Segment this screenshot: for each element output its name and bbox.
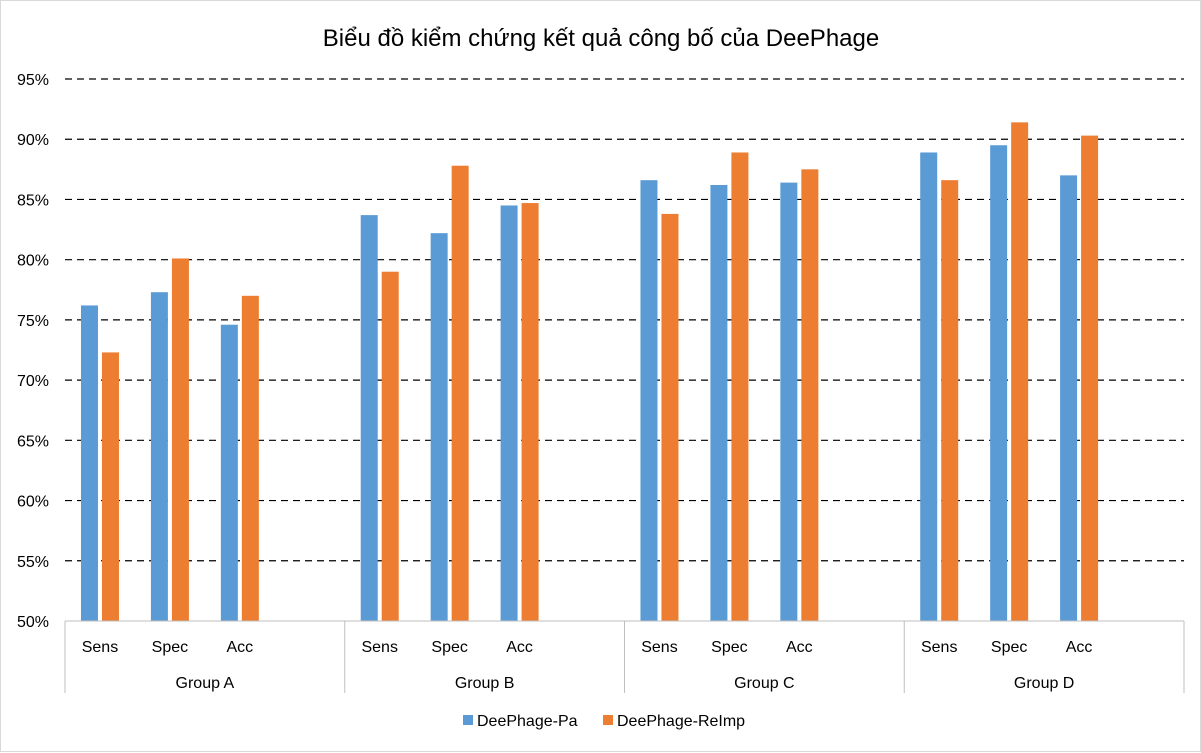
x-group-label: Group C bbox=[734, 675, 794, 692]
y-tick-label: 70% bbox=[17, 373, 49, 390]
legend-label: DeePhage-ReImp bbox=[617, 713, 745, 730]
y-tick-label: 50% bbox=[17, 614, 49, 631]
y-tick-label: 55% bbox=[17, 554, 49, 571]
bar-deephage-pa-group-d-spec bbox=[990, 145, 1008, 621]
y-tick-label: 75% bbox=[17, 313, 49, 330]
bar-deephage-reimp-group-c-sens bbox=[661, 213, 679, 622]
x-category-label: Acc bbox=[1066, 639, 1093, 656]
bar-deephage-reimp-group-b-sens bbox=[381, 271, 399, 621]
x-category-label: Acc bbox=[506, 639, 533, 656]
x-category-label: Spec bbox=[991, 639, 1027, 656]
x-category-label: Acc bbox=[227, 639, 254, 656]
bar-deephage-pa-group-a-acc bbox=[220, 324, 238, 621]
chart-title: Biểu đồ kiểm chứng kết quả công bố của D… bbox=[323, 25, 879, 52]
y-axis-ticks: 50% 55% 60% 65% 70% 75% 80% 85% 90% 95% bbox=[17, 72, 49, 631]
x-category-label: Acc bbox=[786, 639, 813, 656]
bar-deephage-reimp-group-c-acc bbox=[801, 169, 819, 622]
bar-deephage-reimp-group-a-acc bbox=[241, 295, 259, 621]
legend-label: DeePhage-Pa bbox=[477, 713, 578, 730]
bars bbox=[80, 122, 1099, 622]
y-tick-label: 80% bbox=[17, 253, 49, 270]
legend-swatch bbox=[463, 715, 473, 725]
legend-swatch bbox=[603, 715, 613, 725]
x-category-label: Sens bbox=[641, 639, 677, 656]
bar-deephage-pa-group-a-sens bbox=[80, 305, 98, 621]
bar-deephage-pa-group-d-sens bbox=[920, 152, 938, 621]
bar-deephage-reimp-group-b-acc bbox=[521, 203, 539, 621]
bar-deephage-reimp-group-a-sens bbox=[101, 352, 119, 621]
bar-deephage-reimp-group-b-spec bbox=[451, 165, 469, 621]
y-tick-label: 90% bbox=[17, 132, 49, 149]
x-axis: Sens Spec Acc Group A Sens Spec Acc Group B Sens… bbox=[64, 620, 1185, 693]
bar-deephage-pa-group-a-spec bbox=[150, 292, 168, 621]
bar-deephage-pa-group-c-sens bbox=[640, 180, 658, 621]
y-tick-label: 65% bbox=[17, 433, 49, 450]
legend: DeePhage-Pa DeePhage-ReImp bbox=[463, 713, 745, 730]
x-category-label: Spec bbox=[152, 639, 188, 656]
y-tick-label: 95% bbox=[17, 72, 49, 89]
y-tick-label: 60% bbox=[17, 494, 49, 511]
bar-deephage-reimp-group-a-spec bbox=[171, 258, 189, 621]
bar-deephage-pa-group-b-sens bbox=[360, 215, 378, 621]
x-category-label: Sens bbox=[82, 639, 118, 656]
x-group-label: Group A bbox=[176, 675, 235, 692]
bar-deephage-reimp-group-c-spec bbox=[731, 152, 749, 621]
bar-deephage-pa-group-c-acc bbox=[780, 182, 798, 622]
y-tick-label: 85% bbox=[17, 192, 49, 209]
bar-deephage-reimp-group-d-spec bbox=[1011, 122, 1029, 622]
x-group-label: Group D bbox=[1014, 675, 1074, 692]
x-category-label: Spec bbox=[431, 639, 467, 656]
bar-deephage-pa-group-c-spec bbox=[710, 184, 728, 622]
x-category-label: Spec bbox=[711, 639, 747, 656]
x-category-label: Sens bbox=[921, 639, 957, 656]
bar-deephage-pa-group-b-spec bbox=[430, 233, 448, 621]
x-category-label: Sens bbox=[361, 639, 397, 656]
bar-deephage-reimp-group-d-acc bbox=[1081, 135, 1099, 621]
bar-deephage-pa-group-d-acc bbox=[1060, 175, 1078, 621]
x-group-label: Group B bbox=[455, 675, 515, 692]
bar-deephage-reimp-group-d-sens bbox=[941, 180, 959, 621]
bar-deephage-pa-group-b-acc bbox=[500, 205, 518, 621]
